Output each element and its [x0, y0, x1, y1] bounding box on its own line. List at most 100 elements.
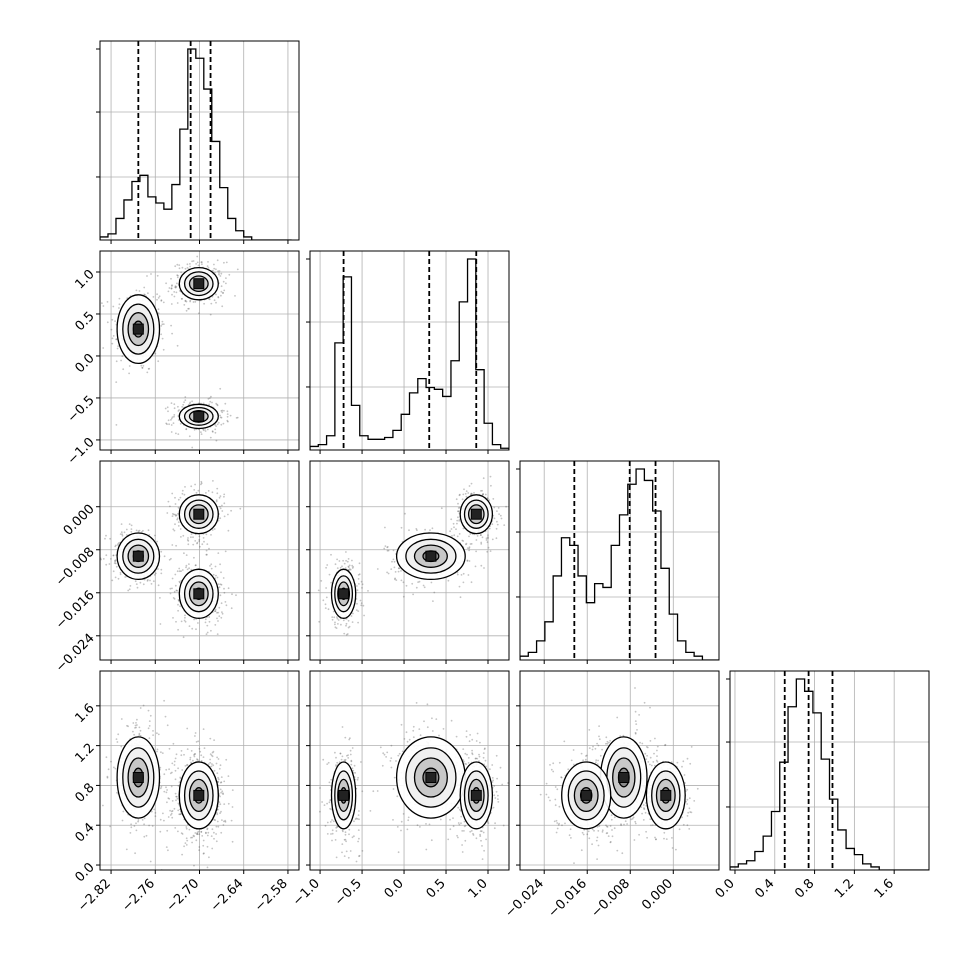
scatter-point [649, 740, 652, 742]
scatter-point [118, 307, 120, 309]
scatter-point [179, 422, 182, 425]
scatter-point [484, 759, 487, 762]
scatter-point [185, 826, 188, 828]
scatter-point [418, 580, 421, 583]
scatter-point [216, 820, 219, 823]
scatter-point [206, 428, 209, 431]
scatter-point [223, 409, 225, 412]
scatter-point [115, 381, 118, 383]
scatter-point [171, 816, 174, 819]
scatter-point [495, 537, 498, 540]
scatter-point [177, 802, 180, 805]
scatter-point [334, 626, 337, 629]
scatter-point [183, 619, 186, 622]
scatter-point [175, 291, 178, 294]
scatter-point [457, 510, 460, 513]
scatter-point [174, 584, 177, 587]
scatter-point [219, 583, 222, 586]
scatter-point [169, 592, 172, 595]
scatter-point [208, 547, 210, 550]
scatter-point [330, 808, 333, 811]
scatter-point [102, 558, 105, 560]
scatter-point [208, 403, 211, 406]
scatter-point [168, 287, 171, 289]
scatter-point [220, 776, 223, 778]
scatter-point [344, 758, 347, 761]
scatter-point [213, 818, 216, 821]
scatter-point [174, 496, 176, 499]
scatter-point [214, 624, 217, 626]
scatter-point [328, 801, 331, 804]
scatter-point [456, 573, 459, 576]
scatter-point [324, 603, 327, 606]
scatter-point [493, 785, 496, 787]
scatter-point [456, 519, 459, 522]
scatter-point [202, 428, 205, 431]
scatter-point [346, 560, 349, 563]
scatter-point [210, 567, 213, 570]
scatter-point [435, 718, 438, 720]
scatter-point [467, 762, 470, 764]
scatter-point [329, 799, 332, 802]
scatter-point [476, 535, 479, 537]
scatter-point [171, 293, 173, 296]
scatter-point [212, 764, 215, 767]
scatter-point [147, 292, 149, 295]
scatter-point [168, 747, 171, 750]
scatter-point [149, 714, 152, 717]
scatter-point [467, 574, 470, 576]
scatter-point [150, 273, 152, 275]
scatter-point [177, 512, 179, 515]
scatter-point [230, 607, 233, 610]
density-peak [132, 323, 144, 335]
scatter-point [190, 568, 193, 571]
scatter-point [209, 400, 212, 403]
scatter-point [184, 765, 187, 767]
scatter-point [475, 757, 477, 760]
scatter-point [400, 820, 403, 823]
scatter-point [324, 607, 327, 609]
scatter-point [138, 529, 141, 532]
scatter-point [592, 745, 594, 748]
scatter-point [133, 825, 136, 827]
scatter-point [111, 579, 114, 582]
scatter-point [598, 725, 600, 727]
scatter-point [130, 524, 133, 527]
scatter-point [194, 564, 197, 567]
scatter-point [216, 633, 219, 635]
scatter-point [186, 727, 189, 730]
scatter-point [173, 764, 176, 766]
scatter-point [447, 579, 450, 582]
scatter-point [236, 268, 239, 271]
scatter-point [386, 546, 389, 549]
scatter-point [357, 610, 360, 612]
scatter-point [492, 779, 494, 782]
scatter-point [188, 828, 191, 831]
scatter-point [489, 768, 491, 771]
scatter-point [459, 596, 462, 599]
scatter-point [452, 522, 455, 525]
scatter-point [429, 529, 431, 531]
scatter-point [353, 820, 355, 823]
scatter-point [184, 486, 186, 488]
scatter-point [217, 825, 220, 828]
scatter-point [180, 754, 183, 757]
scatter-point [186, 748, 189, 750]
scatter-point [206, 828, 209, 831]
scatter-point [482, 752, 485, 754]
scatter-point [169, 814, 172, 816]
scatter-point [122, 368, 125, 371]
scatter-point [400, 829, 402, 832]
scatter-point [213, 739, 216, 741]
scatter-point [511, 787, 513, 789]
scatter-point [147, 709, 150, 712]
scatter-point [471, 749, 473, 752]
scatter-point [165, 786, 167, 789]
scatter-point [223, 495, 225, 498]
scatter-point [152, 296, 155, 298]
scatter-point [341, 843, 344, 845]
scatter-point [453, 534, 456, 537]
scatter-point [193, 489, 196, 491]
scatter-point [342, 559, 344, 562]
scatter-point [160, 751, 162, 754]
